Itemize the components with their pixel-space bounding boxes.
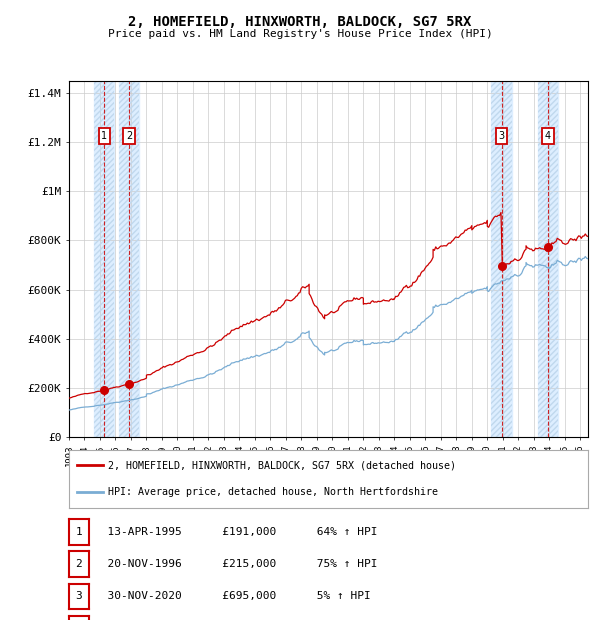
Text: 3: 3 bbox=[499, 131, 505, 141]
Text: 20-NOV-1996      £215,000      75% ↑ HPI: 20-NOV-1996 £215,000 75% ↑ HPI bbox=[94, 559, 377, 569]
Text: 3: 3 bbox=[76, 591, 82, 601]
Bar bbox=[491, 81, 512, 437]
Text: 2: 2 bbox=[126, 131, 133, 141]
Bar bbox=[538, 81, 558, 437]
Text: 1: 1 bbox=[101, 131, 107, 141]
Text: 1: 1 bbox=[76, 527, 82, 537]
Text: 2: 2 bbox=[76, 559, 82, 569]
Text: 30-NOV-2020      £695,000      5% ↑ HPI: 30-NOV-2020 £695,000 5% ↑ HPI bbox=[94, 591, 370, 601]
Text: HPI: Average price, detached house, North Hertfordshire: HPI: Average price, detached house, Nort… bbox=[108, 487, 438, 497]
Bar bbox=[94, 81, 115, 437]
Bar bbox=[538, 81, 558, 437]
Bar bbox=[119, 81, 139, 437]
Bar bbox=[94, 81, 115, 437]
Text: 4: 4 bbox=[545, 131, 551, 141]
Text: Price paid vs. HM Land Registry's House Price Index (HPI): Price paid vs. HM Land Registry's House … bbox=[107, 29, 493, 38]
Bar bbox=[119, 81, 139, 437]
Text: 13-APR-1995      £191,000      64% ↑ HPI: 13-APR-1995 £191,000 64% ↑ HPI bbox=[94, 527, 377, 537]
Text: 2, HOMEFIELD, HINXWORTH, BALDOCK, SG7 5RX: 2, HOMEFIELD, HINXWORTH, BALDOCK, SG7 5R… bbox=[128, 16, 472, 30]
Bar bbox=[491, 81, 512, 437]
Text: 2, HOMEFIELD, HINXWORTH, BALDOCK, SG7 5RX (detached house): 2, HOMEFIELD, HINXWORTH, BALDOCK, SG7 5R… bbox=[108, 461, 456, 471]
